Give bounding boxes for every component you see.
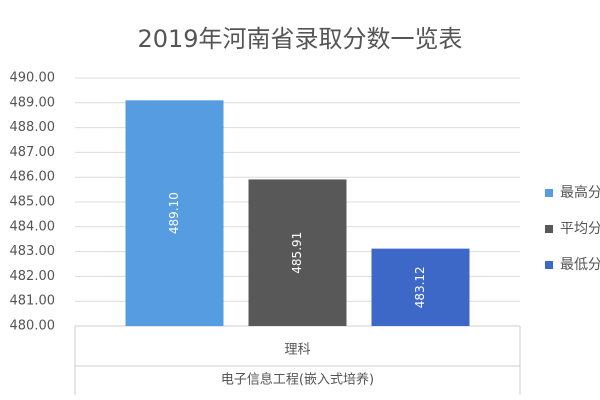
y-tick-label: 488.00 [10,120,56,135]
y-tick-label: 484.00 [10,219,56,234]
bar [248,179,347,326]
legend-swatch [545,225,553,233]
legend-label: 最高分 [560,184,600,201]
legend-swatch [545,189,553,197]
y-tick-label: 485.00 [10,195,56,210]
value-label: 489.10 [167,192,181,234]
y-tick-label: 480.00 [10,319,56,334]
y-tick-label: 490.00 [10,71,56,86]
x-tick-label: 理科 [284,343,310,358]
y-tick-label: 481.00 [10,294,56,309]
y-tick-label: 483.00 [10,244,56,259]
value-label: 483.12 [413,266,427,308]
legend-label: 平均分 [560,221,600,237]
legend-swatch [545,261,553,269]
y-tick-label: 487.00 [10,145,56,160]
chart-title: 2019年河南省录取分数一览表 [137,25,462,53]
y-tick-label: 489.00 [10,95,56,110]
y-tick-label: 486.00 [10,170,56,185]
value-label: 485.91 [290,232,304,274]
bar [125,100,224,326]
category-group-label: 电子信息工程(嵌入式培养) [221,372,374,388]
y-tick-label: 482.00 [10,269,56,284]
legend-label: 最低分 [560,257,600,273]
bar [371,248,470,326]
